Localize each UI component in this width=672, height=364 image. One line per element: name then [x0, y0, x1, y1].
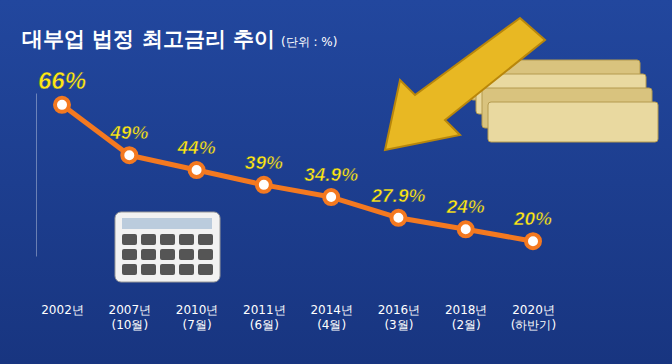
calculator-key: [179, 234, 194, 245]
x-tick-label: 2002년: [41, 303, 84, 317]
calculator-key: [141, 234, 156, 245]
data-label: 34.9%: [304, 164, 358, 185]
x-tick-label-line: 2020년: [512, 303, 555, 317]
x-tick-label-line: 2007년: [109, 303, 152, 317]
calculator-key: [198, 234, 213, 245]
y-axis: [36, 94, 37, 257]
x-tick-label-line: (3월): [384, 318, 413, 332]
y-axis-line: [36, 94, 37, 257]
x-tick: 2011년(6월): [243, 300, 286, 332]
data-label: 27.9%: [370, 185, 425, 206]
decoration: [115, 18, 658, 282]
data-labels: 66% 49% 44% 39% 34.9% 27.9% 24% 20%: [38, 67, 552, 229]
x-axis-line: [63, 300, 534, 301]
x-tick: 2018년(2월): [445, 300, 488, 332]
data-label: 39%: [245, 152, 283, 173]
x-tick: 2002년: [41, 300, 84, 317]
calculator-key: [198, 264, 213, 275]
calculator: [115, 212, 220, 282]
x-tick-label-line: 2014년: [310, 303, 353, 317]
x-tick-label-line: (7월): [183, 318, 212, 332]
x-tick-label: 2018년(2월): [445, 303, 488, 333]
x-tick-label-line: (4월): [317, 318, 346, 332]
marker: [324, 190, 338, 204]
calculator-screen: [122, 218, 212, 229]
chart-svg: 대부업 법정 최고금리 추이 (단위 : %) 2002년 2007년(10월) 201…: [0, 0, 672, 364]
x-tick-label-line: (6월): [250, 318, 279, 332]
calculator-key: [179, 264, 194, 275]
data-label: 49%: [109, 122, 148, 143]
calculator-key: [160, 234, 175, 245]
x-tick-label-line: 2018년: [445, 303, 488, 317]
x-tick-label-line: 2002년: [41, 303, 84, 317]
calculator-key: [122, 249, 137, 260]
x-tick: 2010년(7월): [176, 300, 219, 332]
marker: [55, 98, 69, 112]
chart-container: 대부업 법정 최고금리 추이 (단위 : %) 2002년 2007년(10월) 201…: [0, 0, 672, 364]
subtitle: (단위 : %): [281, 35, 337, 49]
x-tick: 2020년(하반기): [511, 300, 556, 332]
calculator-key: [141, 249, 156, 260]
x-tick-label-line: 2016년: [378, 303, 421, 317]
data-label: 44%: [177, 137, 216, 158]
x-tick-label-line: 2010년: [176, 303, 219, 317]
money-stack: [488, 102, 658, 142]
plot-area: [55, 98, 540, 248]
calculator-key: [179, 249, 194, 260]
series-line: [62, 105, 533, 241]
x-tick-label: 2010년(7월): [176, 303, 219, 333]
x-tick-label-line: (하반기): [511, 318, 556, 332]
marker: [257, 178, 271, 192]
x-tick-label-line: (10월): [111, 318, 148, 332]
arrow: [385, 18, 545, 150]
marker: [526, 234, 540, 248]
x-tick-label: 2011년(6월): [243, 303, 286, 333]
x-tick: 2016년(3월): [378, 300, 421, 332]
x-tick: 2007년(10월): [109, 300, 152, 332]
calculator-key: [160, 264, 175, 275]
x-tick-label: 2007년(10월): [109, 303, 152, 333]
calculator-key: [122, 234, 137, 245]
x-tick-label-line: 2011년: [243, 303, 286, 317]
x-tick-label: 2014년(4월): [310, 303, 353, 333]
marker: [190, 163, 204, 177]
title: 대부업 법정 최고금리 추이: [22, 27, 275, 51]
marker: [459, 222, 473, 236]
x-tick-label: 2016년(3월): [378, 303, 421, 333]
calculator-key: [198, 249, 213, 260]
marker: [391, 211, 405, 225]
marker: [122, 148, 136, 162]
x-axis: 2002년 2007년(10월) 2010년(7월) 2011년(6월) 2014년(4…: [41, 300, 556, 332]
data-label: 66%: [38, 67, 86, 94]
x-tick-label-line: (2월): [452, 318, 481, 332]
data-label: 24%: [446, 196, 485, 217]
calculator-key: [160, 249, 175, 260]
x-tick: 2014년(4월): [310, 300, 353, 332]
background: [0, 0, 672, 364]
calculator-key: [122, 264, 137, 275]
calculator-key: [141, 264, 156, 275]
x-tick-label: 2020년(하반기): [511, 303, 556, 333]
data-label: 20%: [513, 208, 552, 229]
